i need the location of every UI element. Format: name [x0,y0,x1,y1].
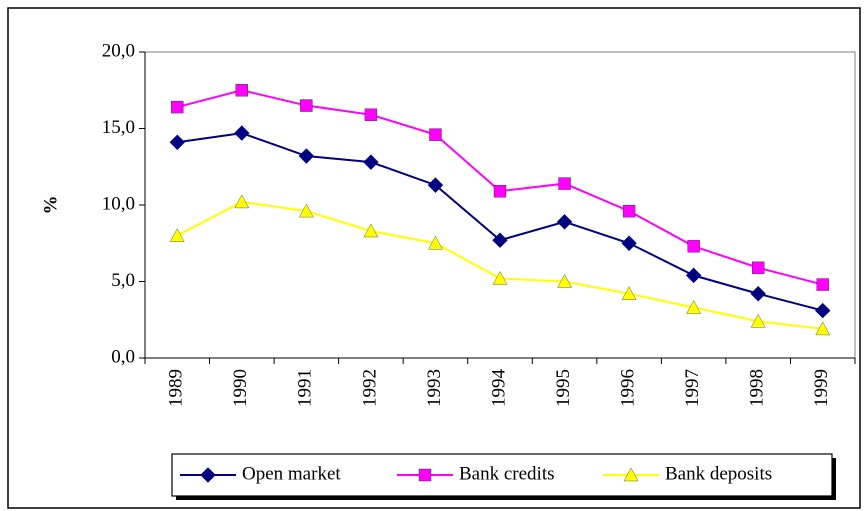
marker [686,300,701,314]
marker [169,134,185,150]
legend-label: Bank credits [459,463,555,484]
x-tick-label: 1995 [553,369,574,407]
marker [685,267,702,284]
marker [235,84,248,97]
marker [687,240,700,253]
marker [170,228,185,242]
x-tick-label: 1992 [359,369,380,407]
marker [363,154,379,170]
marker [429,128,442,141]
marker [493,185,507,198]
marker [622,204,636,218]
marker [363,223,379,238]
legend-label: Open market [242,463,341,484]
marker [815,321,830,336]
plot-area [144,51,856,359]
marker [300,99,313,112]
marker [750,286,766,302]
x-tick-label: 1990 [230,369,251,407]
marker [557,274,572,288]
marker [171,100,184,114]
legend-label: Bank deposits [665,463,772,484]
marker [750,313,766,328]
marker [200,467,216,483]
marker [558,177,571,190]
x-tick-label: 1991 [295,369,316,407]
marker [621,235,637,251]
y-axis-label: % [40,196,61,215]
marker [234,194,250,209]
marker [556,214,573,230]
marker [621,286,637,300]
marker [816,278,829,291]
y-tick-label: 0,0 [111,346,135,367]
y-tick-label: 20,0 [102,40,135,61]
x-tick-label: 1994 [488,369,509,408]
marker [492,271,508,285]
marker [492,232,508,248]
y-tick-label: 15,0 [102,117,135,138]
x-tick-label: 1997 [682,369,703,407]
marker [752,261,765,274]
marker [299,203,314,218]
marker [418,468,432,482]
marker [428,235,443,250]
x-tick-label: 1998 [747,369,768,407]
marker [298,148,315,164]
marker [364,108,378,121]
y-tick-label: 5,0 [111,270,135,291]
marker [234,125,250,141]
marker [427,177,444,193]
x-tick-label: 1989 [166,369,187,407]
x-tick-label: 1996 [617,369,638,407]
x-tick-label: 1993 [424,369,445,407]
marker [815,302,831,319]
y-tick-label: 10,0 [102,193,135,214]
marker [623,467,639,482]
x-tick-label: 1999 [811,369,832,407]
legend-box [171,453,833,497]
